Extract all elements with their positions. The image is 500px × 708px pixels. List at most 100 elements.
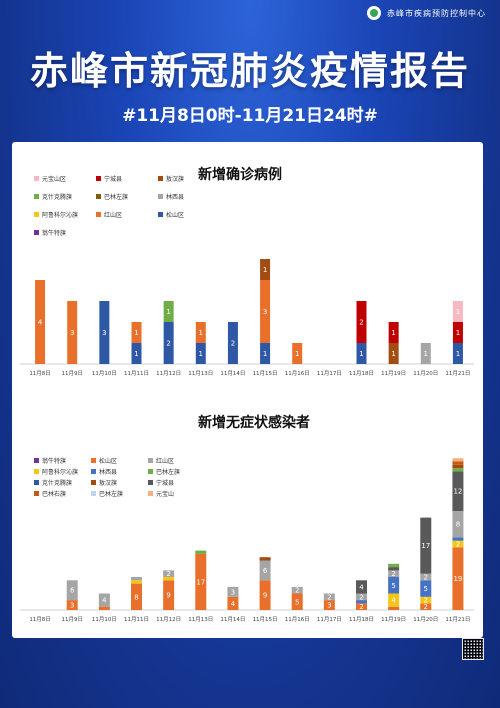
confirmed-tick-label: 11月17日 <box>317 370 342 377</box>
confirmed-legend-label: 阿鲁科尔沁旗 <box>42 212 79 219</box>
confirmed-bar-segment <box>99 301 110 364</box>
confirmed-data-label: 1 <box>134 350 138 358</box>
asymptomatic-legend-item: 巴林右旗 <box>34 489 66 498</box>
asymptomatic-tick-label: 11月13日 <box>188 616 213 623</box>
confirmed-legend-item: 巴林左旗 <box>96 192 128 201</box>
confirmed-legend-item: 翁牛特旗 <box>34 228 66 237</box>
confirmed-data-label: 1 <box>295 350 299 358</box>
confirmed-data-label: 2 <box>231 340 235 348</box>
asymptomatic-bar-segment <box>323 593 335 601</box>
asymptomatic-tick-label: 11月8日 <box>29 616 51 623</box>
asymptomatic-legend-item: 翁牛特旗 <box>34 456 66 465</box>
asymptomatic-data-label: 2 <box>424 597 428 605</box>
confirmed-legend-label: 林西县 <box>166 194 185 201</box>
confirmed-tick-label: 11月18日 <box>349 370 374 377</box>
asymptomatic-legend-item: 巴林左旗 <box>91 489 123 498</box>
asymptomatic-data-label: 3 <box>70 602 74 610</box>
asymptomatic-legend-swatch <box>91 491 96 496</box>
asymptomatic-legend-swatch <box>34 480 39 485</box>
confirmed-tick-label: 11月15日 <box>253 370 278 377</box>
asymptomatic-legend-item: 敖汉旗 <box>91 478 117 487</box>
asymptomatic-data-label: 2 <box>359 603 363 611</box>
asymptomatic-tick-label: 11月12日 <box>156 616 181 623</box>
asymptomatic-legend-swatch <box>91 458 96 463</box>
confirmed-legend-label: 红山区 <box>104 212 123 219</box>
confirmed-bar-segment <box>388 322 399 343</box>
confirmed-legend-swatch <box>34 212 39 217</box>
asymptomatic-bar-segment <box>227 586 239 597</box>
asymptomatic-bar-segment <box>388 567 400 571</box>
confirmed-bar-segment <box>452 301 463 322</box>
asymptomatic-data-label: 19 <box>453 575 462 583</box>
asymptomatic-bar-segment <box>452 461 464 465</box>
asymptomatic-data-label: 2 <box>327 593 331 601</box>
asymptomatic-data-label: 2 <box>424 574 428 582</box>
confirmed-legend-label: 翁牛特旗 <box>42 230 67 237</box>
asymptomatic-bar-segment <box>98 593 110 607</box>
confirmed-data-label: 1 <box>263 266 267 274</box>
asymptomatic-tick-label: 11月18日 <box>349 616 374 623</box>
asymptomatic-bar-segment <box>195 550 207 554</box>
asymptomatic-data-label: 5 <box>295 598 299 606</box>
confirmed-bar-segment <box>356 343 367 364</box>
agency-name: 赤峰市疾病预防控制中心 <box>387 8 486 18</box>
asymptomatic-bar-segment <box>291 593 303 610</box>
confirmed-legend-item: 阿鲁科尔沁旗 <box>34 210 78 219</box>
asymptomatic-bar-segment <box>131 580 142 584</box>
asymptomatic-bar-segment <box>227 596 239 610</box>
asymptomatic-legend-label: 巴林左旗 <box>99 491 124 498</box>
page-subtitle: #11月8日0时-11月21日24时# <box>122 106 378 126</box>
confirmed-data-label: 4 <box>38 319 43 327</box>
asymptomatic-legend-swatch <box>148 491 153 496</box>
asymptomatic-legend-item: 克什克腾旗 <box>34 478 72 487</box>
confirmed-bar-segment <box>420 343 431 364</box>
asymptomatic-data-label: 17 <box>421 542 430 550</box>
asymptomatic-legend-label: 松山区 <box>99 458 118 465</box>
asymptomatic-bar-segment <box>323 600 335 610</box>
asymptomatic-data-label: 2 <box>359 593 363 601</box>
confirmed-bar-segment <box>163 322 174 364</box>
asymptomatic-tick-label: 11月20日 <box>413 616 438 623</box>
asymptomatic-data-label: 12 <box>453 488 462 496</box>
confirmed-data-label: 3 <box>70 329 74 337</box>
confirmed-bar-segment <box>67 301 78 364</box>
asymptomatic-legend-label: 敖汉旗 <box>99 480 118 487</box>
asymptomatic-bar-segment <box>98 606 110 610</box>
asymptomatic-bar-segment <box>388 563 400 568</box>
asymptomatic-bar-segment <box>356 580 367 594</box>
asymptomatic-bar-segment <box>452 511 464 538</box>
asymptomatic-bar-segment <box>163 570 175 577</box>
confirmed-legend-item: 林西县 <box>158 192 184 201</box>
asymptomatic-chart-title: 新增无症状感染者 <box>198 415 310 431</box>
confirmed-legend-item: 松山区 <box>158 210 184 219</box>
confirmed-data-label: 1 <box>359 350 363 358</box>
confirmed-data-label: 1 <box>134 329 138 337</box>
confirmed-legend-swatch <box>158 176 163 181</box>
confirmed-chart-title: 新增确诊病例 <box>198 167 282 183</box>
confirmed-data-label: 2 <box>359 319 363 327</box>
asymptomatic-data-label: 2 <box>456 541 460 549</box>
asymptomatic-legend-item: 松山区 <box>91 456 117 465</box>
asymptomatic-data-label: 2 <box>391 570 395 578</box>
confirmed-data-label: 1 <box>456 350 460 358</box>
confirmed-legend-label: 元宝山区 <box>42 176 67 183</box>
confirmed-tick-label: 11月11日 <box>124 370 149 377</box>
confirmed-tick-label: 11月20日 <box>413 370 438 377</box>
asymptomatic-data-label: 5 <box>391 582 395 590</box>
asymptomatic-tick-label: 11月15日 <box>253 616 278 623</box>
asymptomatic-legend-label: 林西县 <box>99 469 118 476</box>
asymptomatic-bar-segment <box>452 471 464 511</box>
asymptomatic-tick-label: 11月11日 <box>124 616 149 623</box>
confirmed-data-label: 1 <box>424 350 428 358</box>
asymptomatic-bar-segment <box>388 593 400 607</box>
asymptomatic-chart: 11月8日 3 6 11月9日 4 11月10日 8 11月11日 9 2 11月12日 17 11月1… <box>20 458 474 623</box>
confirmed-data-label: 1 <box>456 329 460 337</box>
confirmed-data-label: 1 <box>391 329 395 337</box>
asymptomatic-bar-segment <box>452 547 464 610</box>
asymptomatic-data-label: 8 <box>456 521 460 529</box>
page-title: 赤峰市新冠肺炎疫情报告 <box>29 49 470 93</box>
asymptomatic-data-label: 3 <box>327 602 331 610</box>
asymptomatic-bar-segment <box>452 537 464 541</box>
confirmed-legend-swatch <box>34 194 39 199</box>
asymptomatic-bar-segment <box>66 600 78 610</box>
